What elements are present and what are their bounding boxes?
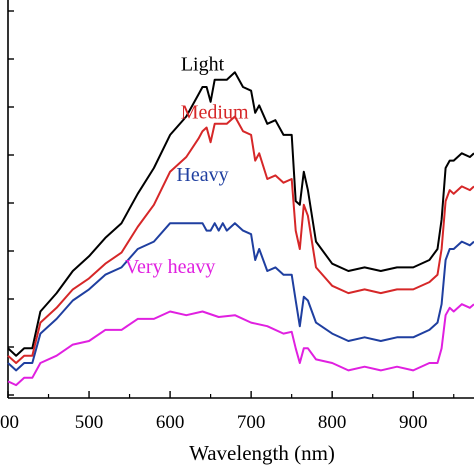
x-axis-title: Wavelength (nm) [189,441,335,465]
x-tick-label: 800 [318,412,347,433]
y-axis-ticks [8,10,14,396]
x-tick-label: 700 [237,412,266,433]
series-line-medium [7,115,474,364]
series-labels: Light Medium Heavy Very heavy [125,53,249,277]
series-label-very-heavy: Very heavy [125,256,216,278]
series-line-very-heavy [7,303,474,387]
series-lines [7,71,474,387]
x-tick-label: 900 [399,412,428,433]
series-label-light: Light [181,53,225,75]
series-label-medium: Medium [181,101,249,123]
series-line-light [7,71,474,357]
x-tick-label: 500 [75,412,104,433]
x-tick-label: 00 [0,412,19,433]
plot-area: 00 500 600 700 800 900 Light Medium Heavy Very h… [0,0,474,433]
series-label-heavy: Heavy [176,164,228,186]
x-axis-ticks: 00 500 600 700 800 900 [0,391,455,433]
x-tick-label: 600 [156,412,185,433]
series-line-heavy [7,222,474,372]
